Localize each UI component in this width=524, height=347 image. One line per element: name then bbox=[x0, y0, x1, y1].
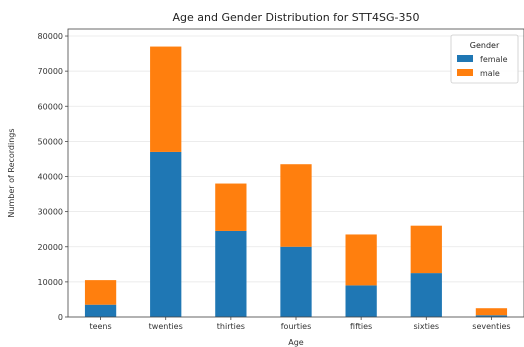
x-tick-label: fourties bbox=[281, 322, 312, 331]
bar-female-thirties bbox=[215, 230, 247, 317]
bar-male-fourties bbox=[280, 164, 312, 247]
bar-female-seventies bbox=[475, 315, 508, 317]
x-tick-label: thirties bbox=[217, 322, 245, 331]
legend-title: Gender bbox=[470, 41, 500, 50]
bar-series bbox=[84, 46, 508, 317]
y-tick-label: 40000 bbox=[38, 173, 63, 182]
legend-swatch-female bbox=[457, 55, 473, 62]
x-tick-label: fifties bbox=[350, 322, 372, 331]
x-axis-label: Age bbox=[288, 338, 304, 347]
bar-male-teens bbox=[84, 280, 117, 305]
bar-male-sixties bbox=[410, 225, 442, 274]
legend-label-female: female bbox=[480, 55, 508, 64]
y-tick-label: 0 bbox=[58, 313, 63, 322]
y-tick-label: 80000 bbox=[38, 32, 63, 41]
bar-male-twenties bbox=[150, 46, 182, 152]
chart-title: Age and Gender Distribution for STT4SG-3… bbox=[173, 11, 420, 24]
bar-female-sixties bbox=[410, 273, 442, 317]
x-tick-label: sixties bbox=[413, 322, 439, 331]
y-axis-ticks: 0 10000 20000 30000 40000 50000 60000 70000 8000… bbox=[38, 32, 68, 322]
x-tick-label: twenties bbox=[149, 322, 183, 331]
y-tick-label: 20000 bbox=[38, 243, 63, 252]
bar-female-teens bbox=[84, 304, 117, 317]
legend-label-male: male bbox=[480, 69, 500, 78]
y-tick-label: 60000 bbox=[38, 102, 63, 111]
legend-swatch-male bbox=[457, 69, 473, 76]
y-tick-label: 70000 bbox=[38, 67, 63, 76]
bar-female-fourties bbox=[280, 246, 312, 317]
y-axis-label: Number of Recordings bbox=[7, 128, 16, 217]
bar-male-fifties bbox=[345, 234, 377, 286]
legend: Gender female male bbox=[450, 34, 519, 84]
bar-female-fifties bbox=[345, 285, 377, 317]
y-tick-label: 30000 bbox=[38, 208, 63, 217]
y-tick-label: 50000 bbox=[38, 137, 63, 146]
bar-male-seventies bbox=[475, 308, 508, 316]
bar-female-twenties bbox=[150, 151, 182, 317]
y-tick-label: 10000 bbox=[38, 278, 63, 287]
x-tick-label: seventies bbox=[472, 322, 510, 331]
x-axis-ticks: teens twenties thirties fourties fifties sixt… bbox=[89, 317, 511, 331]
bar-male-thirties bbox=[215, 183, 247, 231]
x-tick-label: teens bbox=[89, 322, 111, 331]
